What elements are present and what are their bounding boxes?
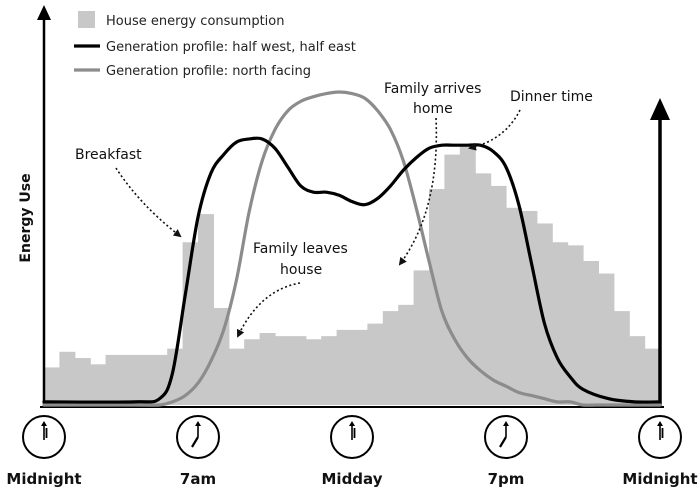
annotation-dinner-time-arrow bbox=[468, 109, 521, 151]
consumption-bar bbox=[213, 307, 230, 405]
consumption-bar bbox=[290, 336, 307, 405]
x-tick-label: Midnight bbox=[6, 470, 81, 488]
consumption-bar bbox=[244, 339, 261, 405]
consumption-bar bbox=[352, 329, 368, 405]
clock-icon bbox=[638, 415, 682, 459]
consumption-bar bbox=[105, 354, 122, 405]
consumption-bar bbox=[613, 311, 630, 405]
consumption-bar bbox=[444, 154, 461, 405]
y-axis-arrow-icon bbox=[37, 5, 51, 20]
legend-swatch-consumption bbox=[78, 11, 95, 28]
annotation-family-leaves-text-1: Family leaves bbox=[253, 241, 348, 257]
x-tick-label: Midday bbox=[322, 470, 383, 488]
consumption-bar bbox=[583, 261, 599, 405]
annotation-family-arrives-text-1: Family arrives bbox=[384, 81, 481, 97]
clock-icon bbox=[22, 415, 66, 459]
annotation-breakfast-arrow bbox=[115, 167, 182, 238]
line-north-facing bbox=[42, 90, 662, 407]
consumption-bars bbox=[44, 145, 661, 405]
consumption-bar bbox=[336, 329, 353, 405]
line-half-west-half-east bbox=[42, 136, 662, 404]
y-axis-title: Energy Use bbox=[18, 173, 34, 262]
consumption-bar bbox=[59, 351, 76, 405]
right-axis-arrow-icon bbox=[650, 98, 670, 120]
time-ticks: Midnight 7am Midday 7pm Midnight bbox=[6, 415, 698, 488]
consumption-bar bbox=[598, 273, 615, 405]
consumption-bar bbox=[490, 185, 507, 405]
x-tick-label: 7pm bbox=[488, 470, 525, 488]
x-tick-label: Midnight bbox=[622, 470, 697, 488]
annotation-family-leaves-arrow bbox=[236, 282, 301, 338]
x-tick-label: 7am bbox=[180, 470, 216, 488]
consumption-bar bbox=[536, 223, 553, 405]
consumption-bar bbox=[198, 214, 214, 405]
clock-icon bbox=[484, 415, 528, 459]
consumption-bar bbox=[167, 348, 184, 405]
legend-label-consumption: House energy consumption bbox=[106, 14, 284, 29]
consumption-bar bbox=[321, 336, 338, 405]
consumption-bar bbox=[413, 270, 430, 405]
annotation-family-arrives: Family arrives home bbox=[384, 81, 481, 266]
annotation-family-leaves: Family leaves house bbox=[236, 241, 348, 338]
annotation-dinner-time: Dinner time bbox=[468, 89, 593, 151]
consumption-bar bbox=[136, 354, 153, 405]
consumption-bar bbox=[475, 173, 492, 405]
consumption-bar bbox=[521, 210, 538, 405]
consumption-bar bbox=[552, 242, 569, 405]
consumption-bar bbox=[44, 367, 60, 405]
consumption-bar bbox=[382, 311, 399, 405]
consumption-bar bbox=[275, 336, 291, 405]
legend-label-half-west-half-east: Generation profile: half west, half east bbox=[106, 40, 356, 55]
consumption-bar bbox=[121, 354, 137, 405]
consumption-bar bbox=[459, 145, 476, 405]
annotation-family-arrives-text-2: home bbox=[413, 101, 453, 117]
legend: House energy consumption Generation prof… bbox=[74, 11, 356, 79]
consumption-bar bbox=[151, 354, 168, 405]
generation-lines bbox=[42, 90, 662, 407]
consumption-bar bbox=[305, 339, 322, 405]
annotation-breakfast-text: Breakfast bbox=[75, 147, 142, 163]
annotation-dinner-time-text: Dinner time bbox=[510, 89, 593, 105]
consumption-bar bbox=[74, 358, 91, 405]
clock-icon bbox=[330, 415, 374, 459]
annotation-breakfast: Breakfast bbox=[75, 147, 182, 238]
consumption-bar bbox=[367, 323, 384, 405]
consumption-bar bbox=[644, 348, 661, 405]
consumption-bar bbox=[398, 304, 415, 405]
legend-label-north-facing: Generation profile: north facing bbox=[106, 64, 311, 79]
consumption-bar bbox=[259, 333, 276, 405]
annotation-family-leaves-text-2: house bbox=[280, 262, 322, 278]
clock-icon bbox=[176, 415, 220, 459]
consumption-bar bbox=[629, 336, 646, 405]
consumption-bar bbox=[567, 245, 584, 405]
consumption-bar bbox=[90, 364, 107, 405]
consumption-bar bbox=[228, 348, 245, 405]
consumption-bar bbox=[506, 207, 522, 405]
